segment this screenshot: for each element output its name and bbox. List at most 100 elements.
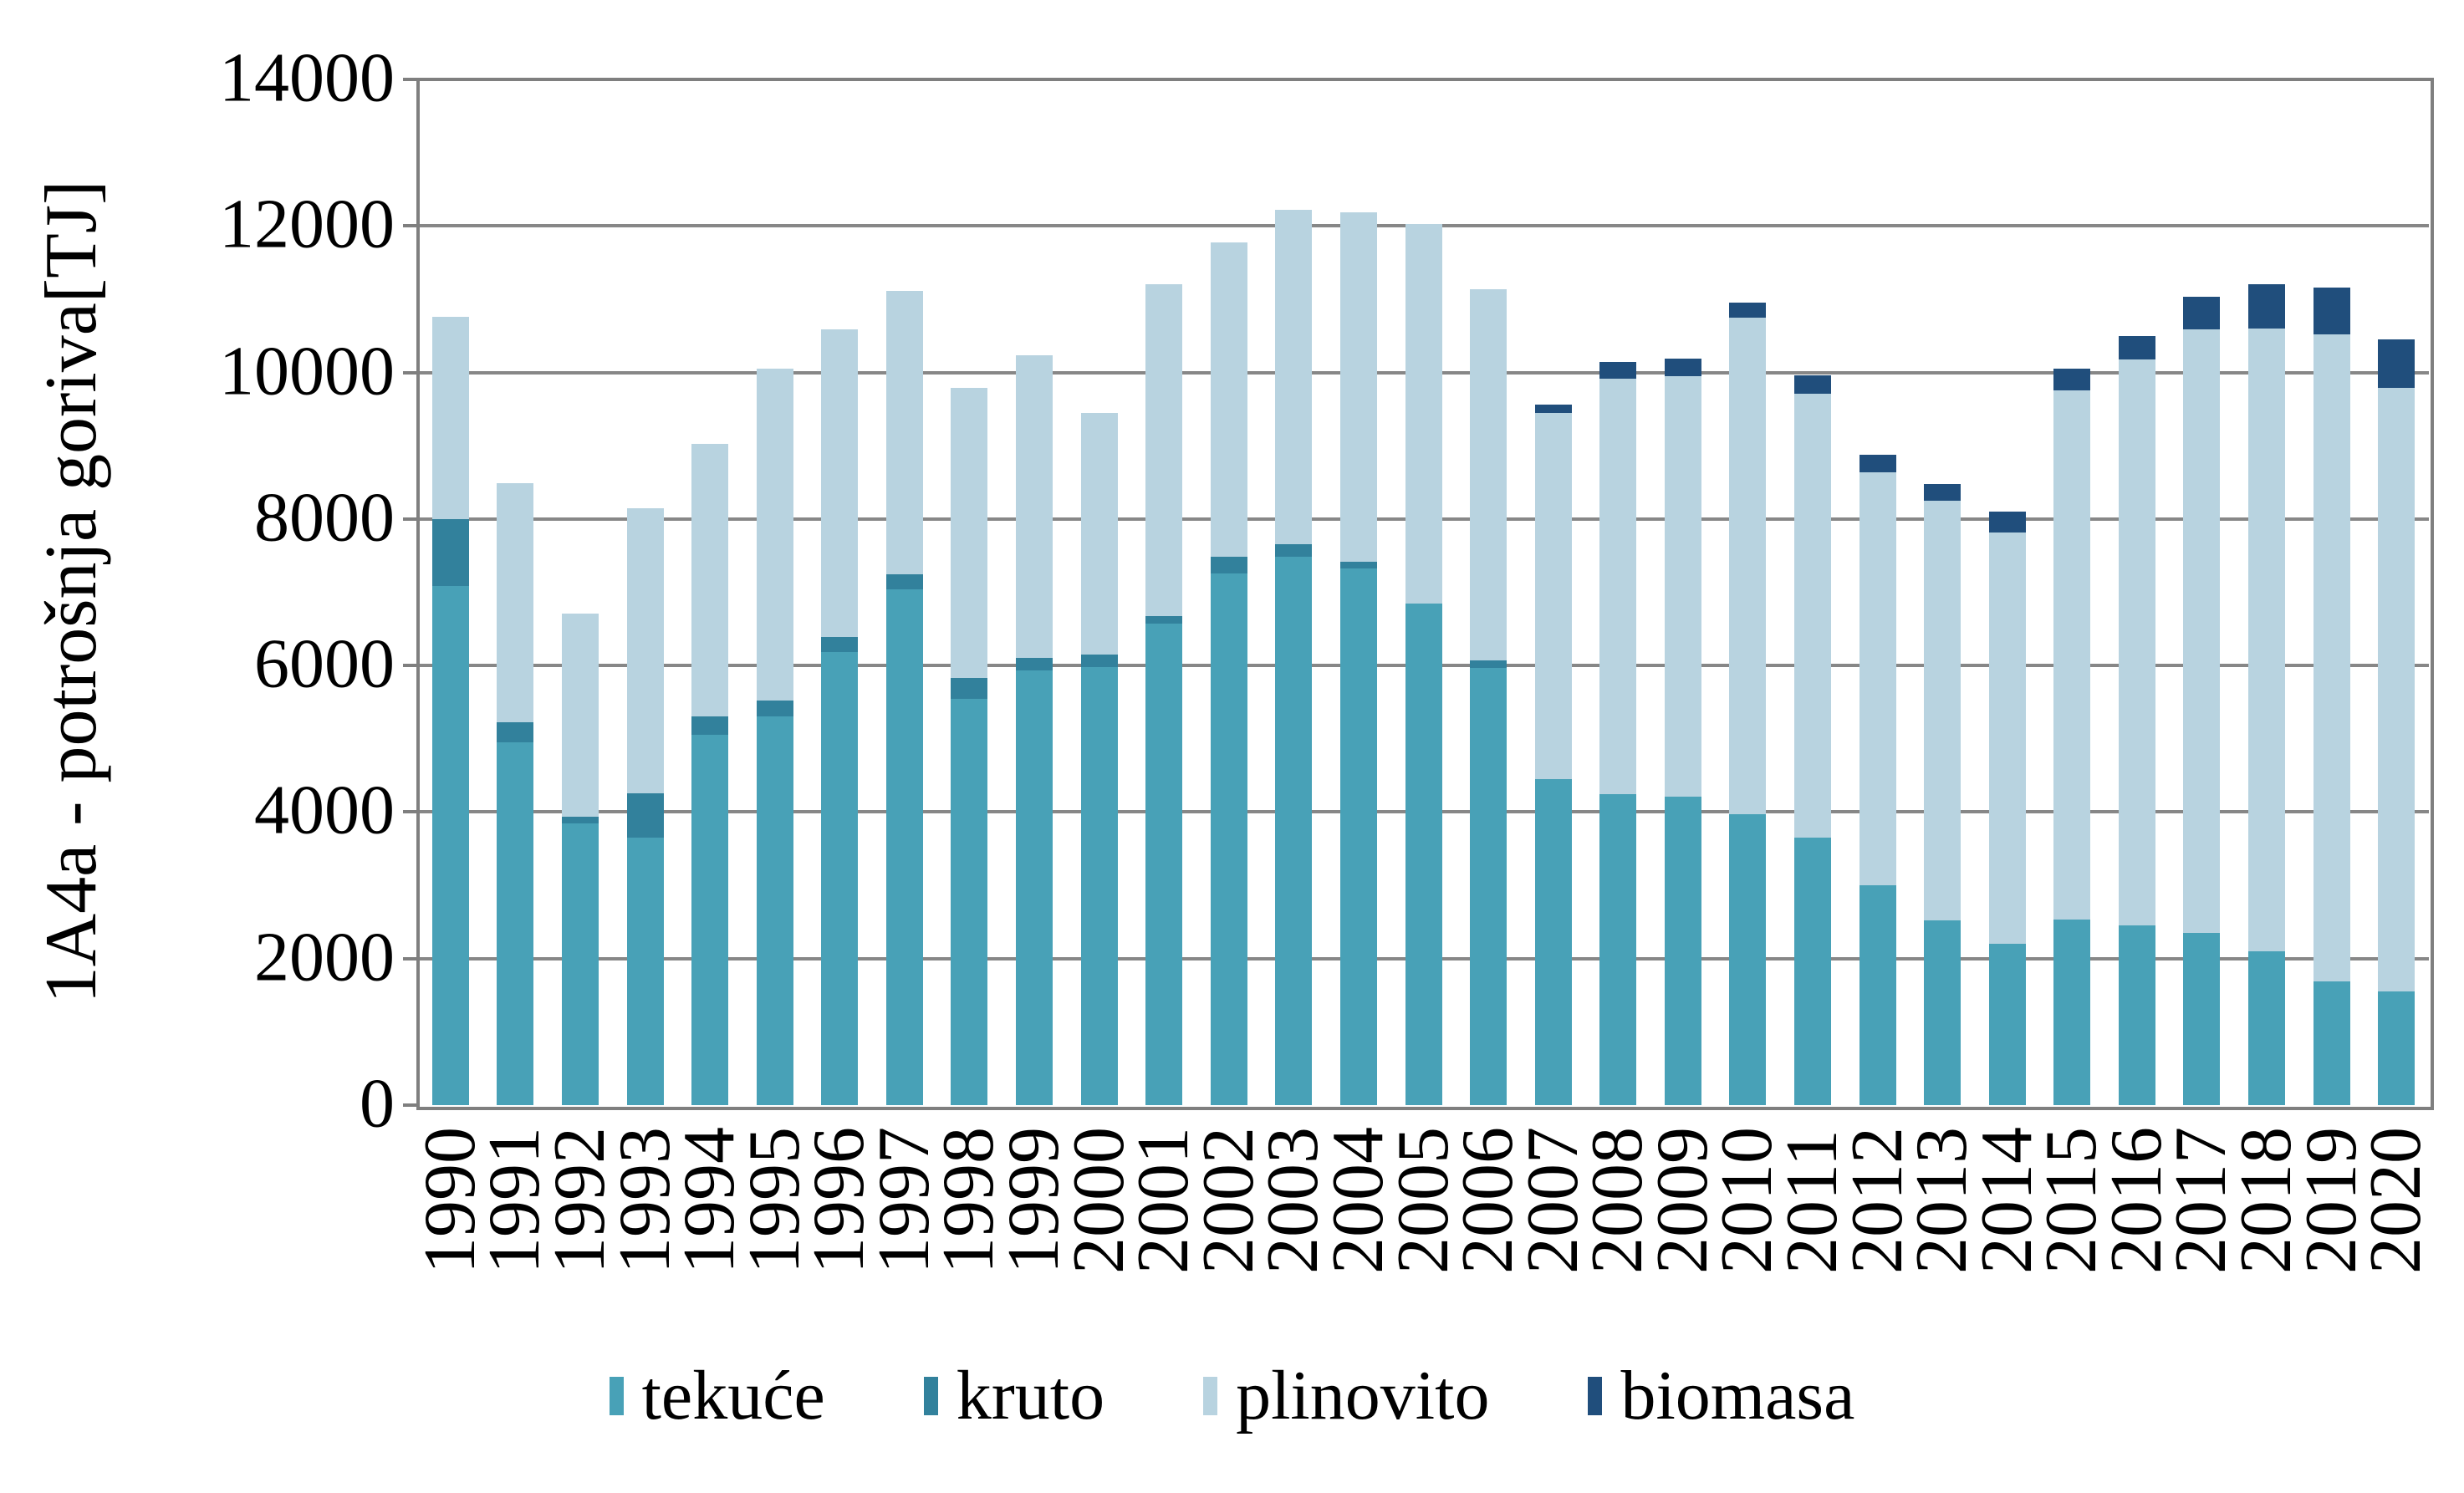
bar-2006-tekuće [1470, 667, 1507, 1105]
bar-1996-tekuće [821, 652, 859, 1105]
y-tick-label: 2000 [254, 918, 395, 996]
bar-2013-biomasa [1924, 484, 1962, 501]
bar-2015-biomasa [2053, 368, 2091, 391]
bar-2005-tekuće [1405, 603, 1442, 1105]
legend-swatch-icon [1203, 1377, 1218, 1415]
bar-1990-kruto [431, 519, 469, 587]
y-tick-mark [403, 224, 418, 228]
bar-2019-tekuće [2313, 981, 2350, 1105]
bar-2008-plinovito [1599, 379, 1637, 794]
bar-2010-biomasa [1729, 302, 1767, 318]
legend-label: tekuće [641, 1357, 825, 1434]
bar-2009-plinovito [1664, 375, 1701, 797]
y-tick-label: 14000 [219, 38, 395, 117]
bar-1999-kruto [1016, 658, 1053, 671]
bar-2018-tekuće [2248, 950, 2286, 1105]
bar-2012-plinovito [1859, 471, 1896, 886]
legend-item-kruto: kruto [923, 1357, 1105, 1434]
bar-1995-tekuće [756, 716, 793, 1105]
legend-label: kruto [956, 1357, 1105, 1434]
bar-1998-kruto [951, 677, 988, 700]
bar-2014-biomasa [1988, 512, 2026, 532]
bar-2004-tekuće [1339, 568, 1377, 1105]
legend-item-plinovito: plinovito [1203, 1361, 1489, 1431]
bar-2002-tekuće [1210, 573, 1247, 1105]
bar-2007-tekuće [1534, 778, 1572, 1105]
bar-2016-plinovito [2118, 359, 2155, 926]
bar-2011-biomasa [1793, 375, 1831, 394]
bar-2007-plinovito [1534, 413, 1572, 779]
bar-1994-tekuće [691, 734, 729, 1105]
bar-1997-plinovito [885, 290, 923, 575]
bar-1999-plinovito [1016, 354, 1053, 659]
legend-swatch-icon [609, 1377, 624, 1415]
legend: tekuće kruto plinovito biomasa [0, 1361, 2464, 1431]
legend-swatch-icon [1588, 1377, 1603, 1415]
bar-1992-plinovito [561, 614, 599, 817]
bar-2001-tekuće [1145, 624, 1183, 1105]
bar-1991-tekuće [497, 742, 534, 1105]
bar-1992-kruto [561, 816, 599, 823]
plot-area [416, 78, 2434, 1110]
bar-1993-tekuće [626, 838, 664, 1105]
y-tick-label: 0 [360, 1064, 395, 1143]
bar-2020-biomasa [2378, 339, 2416, 388]
bar-2010-plinovito [1729, 317, 1767, 815]
bar-2015-plinovito [2053, 390, 2091, 920]
bar-2013-tekuće [1924, 920, 1962, 1105]
bar-1990-tekuće [431, 586, 469, 1105]
bar-2008-tekuće [1599, 793, 1637, 1105]
legend-swatch-icon [923, 1377, 938, 1415]
y-tick-label: 8000 [254, 478, 395, 557]
bar-1994-plinovito [691, 443, 729, 717]
bar-2008-biomasa [1599, 361, 1637, 380]
bar-2014-tekuće [1988, 944, 2026, 1105]
legend-item-tekuće: tekuće [609, 1357, 825, 1434]
bar-2003-kruto [1275, 543, 1313, 558]
bar-2020-tekuće [2378, 991, 2416, 1105]
bar-2017-biomasa [2183, 296, 2221, 329]
y-axis-title: 1A4a - potrošnja goriva[TJ] [31, 180, 112, 1004]
bar-2001-plinovito [1145, 283, 1183, 616]
bar-2011-tekuće [1793, 838, 1831, 1105]
bar-2013-plinovito [1924, 500, 1962, 921]
bar-2007-biomasa [1534, 405, 1572, 414]
bar-2009-tekuće [1664, 797, 1701, 1105]
bar-2006-plinovito [1470, 289, 1507, 660]
bar-1995-plinovito [756, 368, 793, 701]
bar-1998-tekuće [951, 699, 988, 1105]
bar-1996-plinovito [821, 329, 859, 638]
bar-1999-tekuće [1016, 670, 1053, 1105]
bar-2019-biomasa [2313, 287, 2350, 334]
bar-1997-kruto [885, 574, 923, 589]
bar-2012-biomasa [1859, 454, 1896, 472]
bar-2015-tekuće [2053, 920, 2091, 1105]
bar-2009-biomasa [1664, 358, 1701, 376]
y-tick-mark [403, 810, 418, 814]
y-tick-mark [403, 78, 418, 81]
bar-2006-kruto [1470, 660, 1507, 668]
bar-1991-plinovito [497, 482, 534, 723]
legend-item-biomasa: biomasa [1588, 1361, 1854, 1431]
bar-1990-plinovito [431, 317, 469, 520]
bar-2017-plinovito [2183, 329, 2221, 934]
bar-2017-tekuće [2183, 933, 2221, 1105]
bar-1991-kruto [497, 722, 534, 743]
y-tick-mark [403, 956, 418, 961]
bar-2014-plinovito [1988, 532, 2026, 945]
bar-2019-plinovito [2313, 334, 2350, 981]
bar-2018-biomasa [2248, 283, 2286, 329]
bar-1995-kruto [756, 700, 793, 717]
bar-1998-plinovito [951, 387, 988, 678]
bar-2004-kruto [1339, 561, 1377, 569]
bar-1996-kruto [821, 637, 859, 653]
y-tick-label: 12000 [219, 185, 395, 263]
bar-2000-kruto [1080, 654, 1118, 667]
bar-2004-plinovito [1339, 211, 1377, 562]
y-tick-label: 10000 [219, 331, 395, 410]
bar-2020-plinovito [2378, 387, 2416, 992]
bar-1994-kruto [691, 716, 729, 735]
y-tick-mark [403, 517, 418, 521]
bar-2016-biomasa [2118, 336, 2155, 359]
